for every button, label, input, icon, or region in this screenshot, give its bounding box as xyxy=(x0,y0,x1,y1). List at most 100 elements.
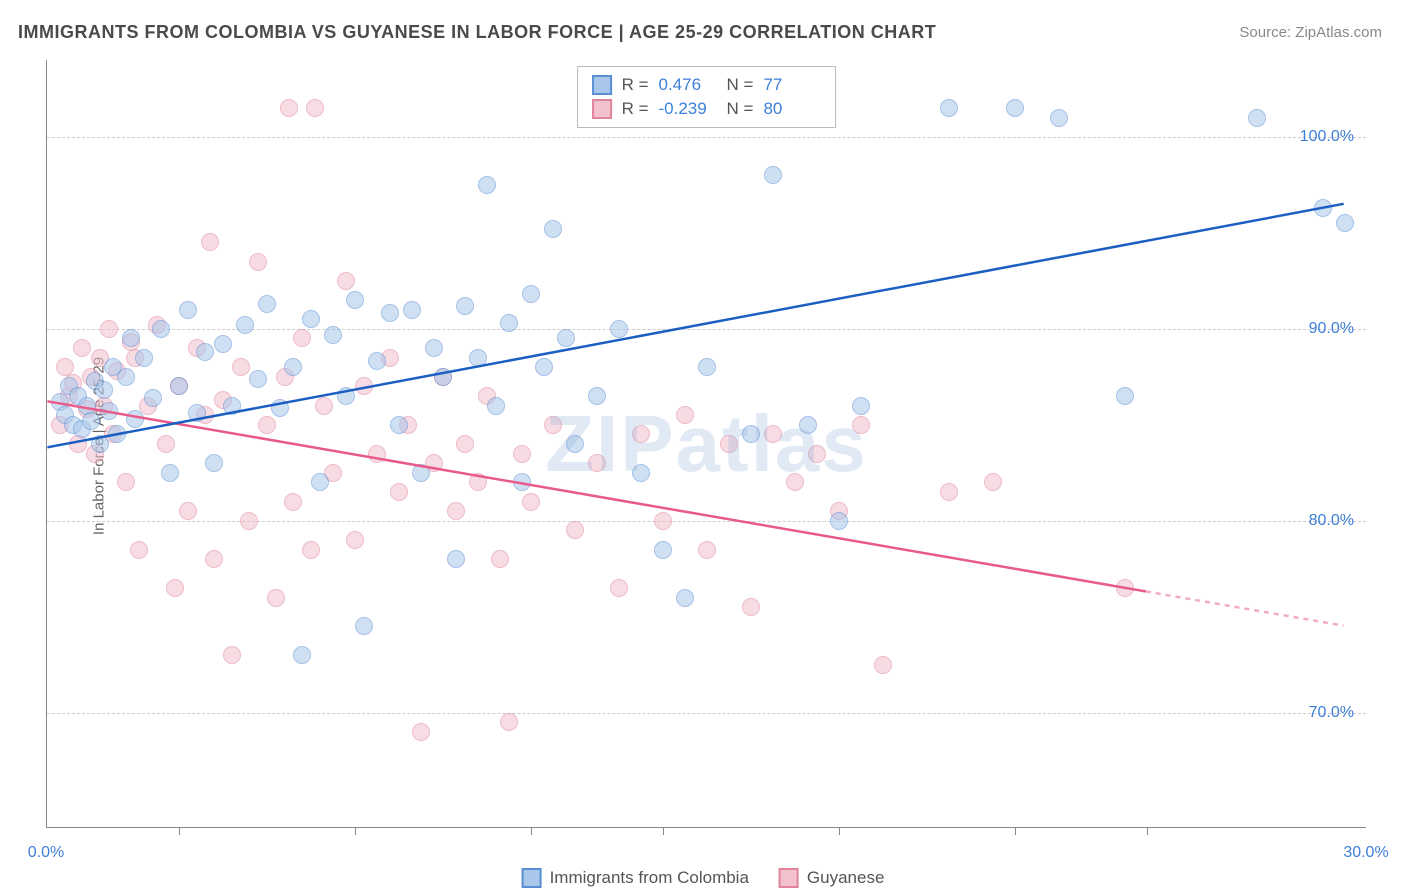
scatter-point-guyanese xyxy=(302,541,320,559)
n-label: N = xyxy=(727,73,754,97)
scatter-point-colombia xyxy=(108,425,126,443)
n-value-colombia: 77 xyxy=(763,73,821,97)
scatter-point-guyanese xyxy=(698,541,716,559)
scatter-point-guyanese xyxy=(69,435,87,453)
swatch-guyanese-bottom xyxy=(779,868,799,888)
y-tick-label: 70.0% xyxy=(1309,704,1354,722)
scatter-point-colombia xyxy=(381,304,399,322)
scatter-point-guyanese xyxy=(223,646,241,664)
scatter-point-guyanese xyxy=(764,425,782,443)
r-value-colombia: 0.476 xyxy=(659,73,717,97)
scatter-point-guyanese xyxy=(566,521,584,539)
scatter-point-guyanese xyxy=(315,397,333,415)
scatter-point-colombia xyxy=(91,435,109,453)
swatch-guyanese xyxy=(592,99,612,119)
scatter-point-guyanese xyxy=(205,550,223,568)
scatter-point-guyanese xyxy=(267,589,285,607)
scatter-point-colombia xyxy=(223,397,241,415)
scatter-point-colombia xyxy=(425,339,443,357)
scatter-point-colombia xyxy=(258,295,276,313)
gridline-horizontal xyxy=(47,713,1366,714)
x-tick-mark xyxy=(1015,827,1016,835)
x-tick-mark xyxy=(839,827,840,835)
scatter-point-colombia xyxy=(135,349,153,367)
scatter-point-colombia xyxy=(403,301,421,319)
x-tick-mark xyxy=(663,827,664,835)
legend-item-colombia: Immigrants from Colombia xyxy=(522,868,749,888)
y-tick-label: 100.0% xyxy=(1300,128,1354,146)
scatter-point-colombia xyxy=(764,166,782,184)
scatter-point-colombia xyxy=(588,387,606,405)
scatter-point-colombia xyxy=(311,473,329,491)
scatter-point-guyanese xyxy=(293,329,311,347)
scatter-point-colombia xyxy=(434,368,452,386)
scatter-point-guyanese xyxy=(522,493,540,511)
gridline-horizontal xyxy=(47,137,1366,138)
scatter-point-guyanese xyxy=(610,579,628,597)
scatter-point-guyanese xyxy=(306,99,324,117)
scatter-point-guyanese xyxy=(469,473,487,491)
scatter-point-colombia xyxy=(152,320,170,338)
scatter-point-guyanese xyxy=(117,473,135,491)
scatter-point-colombia xyxy=(544,220,562,238)
scatter-point-colombia xyxy=(170,377,188,395)
r-label-2: R = xyxy=(622,97,649,121)
scatter-point-colombia xyxy=(302,310,320,328)
scatter-point-guyanese xyxy=(852,416,870,434)
scatter-point-colombia xyxy=(566,435,584,453)
scatter-point-guyanese xyxy=(654,512,672,530)
scatter-point-guyanese xyxy=(179,502,197,520)
scatter-point-guyanese xyxy=(513,445,531,463)
scatter-point-colombia xyxy=(500,314,518,332)
scatter-point-colombia xyxy=(557,329,575,347)
scatter-point-guyanese xyxy=(280,99,298,117)
scatter-point-guyanese xyxy=(157,435,175,453)
scatter-point-guyanese xyxy=(166,579,184,597)
scatter-point-colombia xyxy=(355,617,373,635)
scatter-point-colombia xyxy=(830,512,848,530)
scatter-point-guyanese xyxy=(232,358,250,376)
scatter-point-colombia xyxy=(284,358,302,376)
scatter-point-colombia xyxy=(205,454,223,472)
scatter-point-colombia xyxy=(1314,199,1332,217)
scatter-point-colombia xyxy=(447,550,465,568)
scatter-point-colombia xyxy=(610,320,628,338)
scatter-point-guyanese xyxy=(456,435,474,453)
scatter-point-guyanese xyxy=(130,541,148,559)
y-tick-label: 90.0% xyxy=(1309,320,1354,338)
scatter-point-colombia xyxy=(1006,99,1024,117)
scatter-point-colombia xyxy=(698,358,716,376)
scatter-point-colombia xyxy=(368,352,386,370)
scatter-point-colombia xyxy=(249,370,267,388)
plot-area: ZIPatlas R = 0.476 N = 77 R = -0.239 N =… xyxy=(46,60,1366,828)
scatter-point-colombia xyxy=(654,541,672,559)
scatter-point-guyanese xyxy=(412,723,430,741)
scatter-point-colombia xyxy=(117,368,135,386)
chart-container: IMMIGRANTS FROM COLOMBIA VS GUYANESE IN … xyxy=(0,0,1406,892)
scatter-point-colombia xyxy=(1050,109,1068,127)
scatter-point-guyanese xyxy=(100,320,118,338)
scatter-point-guyanese xyxy=(808,445,826,463)
bottom-legend: Immigrants from Colombia Guyanese xyxy=(522,868,885,888)
scatter-point-colombia xyxy=(456,297,474,315)
scatter-point-guyanese xyxy=(676,406,694,424)
scatter-point-guyanese xyxy=(786,473,804,491)
scatter-point-colombia xyxy=(346,291,364,309)
scatter-point-guyanese xyxy=(284,493,302,511)
scatter-point-colombia xyxy=(95,381,113,399)
scatter-point-colombia xyxy=(161,464,179,482)
scatter-point-guyanese xyxy=(742,598,760,616)
legend-label-guyanese: Guyanese xyxy=(807,868,885,888)
scatter-point-colombia xyxy=(852,397,870,415)
scatter-point-colombia xyxy=(522,285,540,303)
scatter-point-colombia xyxy=(144,389,162,407)
scatter-point-colombia xyxy=(390,416,408,434)
legend-label-colombia: Immigrants from Colombia xyxy=(550,868,749,888)
scatter-point-colombia xyxy=(179,301,197,319)
scatter-point-colombia xyxy=(236,316,254,334)
scatter-point-colombia xyxy=(122,329,140,347)
scatter-point-colombia xyxy=(632,464,650,482)
x-tick-mark xyxy=(179,827,180,835)
source-name: ZipAtlas.com xyxy=(1295,24,1382,41)
scatter-point-guyanese xyxy=(249,253,267,271)
